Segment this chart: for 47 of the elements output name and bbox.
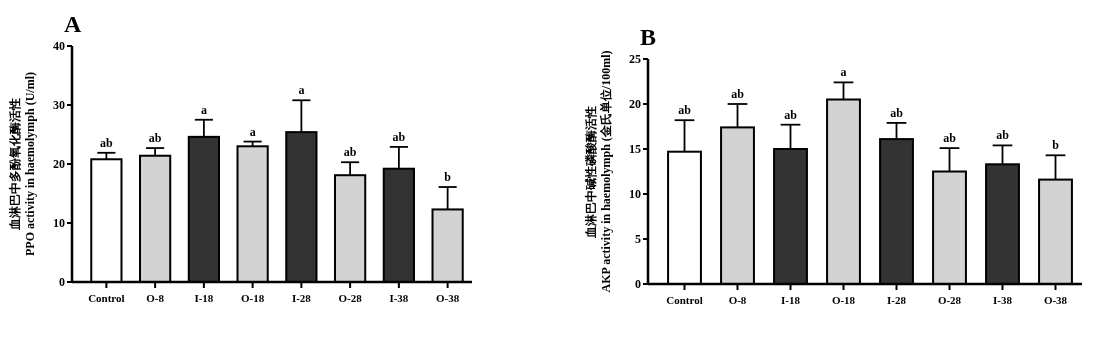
x-tick-label: O-28 [338,292,363,304]
x-tick-label: I-38 [993,294,1013,306]
annotation: ab [731,87,745,101]
annotation: ab [678,103,692,118]
annotation: ab [100,135,114,150]
annotation: a [200,102,207,117]
chart-title: A [64,11,82,37]
annotation: ab [996,128,1010,143]
y-axis-title: 血淋巴中多酚氧化酶活性 PPO activity in haemolymph (U/ml) [8,72,37,256]
annotation: ab [343,145,357,160]
y-tick-label: 40 [53,39,65,53]
y-tick-label: 15 [629,142,641,156]
x-tick-label: Control [666,294,703,306]
y-tick-label: 10 [53,216,65,230]
y-tick-label: 5 [635,232,641,246]
y-tick-label: 0 [635,277,641,291]
y-tick-label: 0 [59,275,65,289]
chart-title: B [640,24,657,50]
y-tick-label: 25 [629,52,641,66]
y-axis-title: 血淋巴中碱性磷酸酶活性 AKP activity in haemolymph (金氏单位/100ml) [584,50,613,293]
annotation: ab [148,131,162,146]
annotation: a [840,65,847,80]
x-tick-label: I-28 [887,294,907,306]
y-tick-label: 10 [629,187,641,201]
x-tick-label: O-38 [436,292,460,304]
annotation: a [298,83,305,98]
x-tick-label: O-18 [241,292,265,304]
annotation: ab [784,107,798,122]
x-tick-label: O-8 [146,292,165,304]
annotation: a [249,124,256,139]
x-tick-label: I-28 [291,292,312,304]
annotation: ab [890,105,904,120]
annotation: b [444,170,452,185]
annotation: ab [943,131,957,146]
x-tick-label: Control [88,292,125,304]
annotation: ab [392,129,406,144]
x-tick-label: I-18 [781,294,801,306]
y-tick-label: 30 [53,98,65,112]
x-tick-label: O-18 [831,294,856,306]
y-tick-label: 20 [53,157,65,171]
x-tick-label: O-28 [937,294,962,306]
x-tick-label: I-18 [194,292,214,304]
x-tick-label: O-38 [1043,294,1068,306]
y-tick-label: 20 [629,97,641,111]
x-tick-label: I-38 [389,292,409,304]
annotation: b [1052,138,1060,153]
x-tick-label: O-8 [728,294,747,306]
